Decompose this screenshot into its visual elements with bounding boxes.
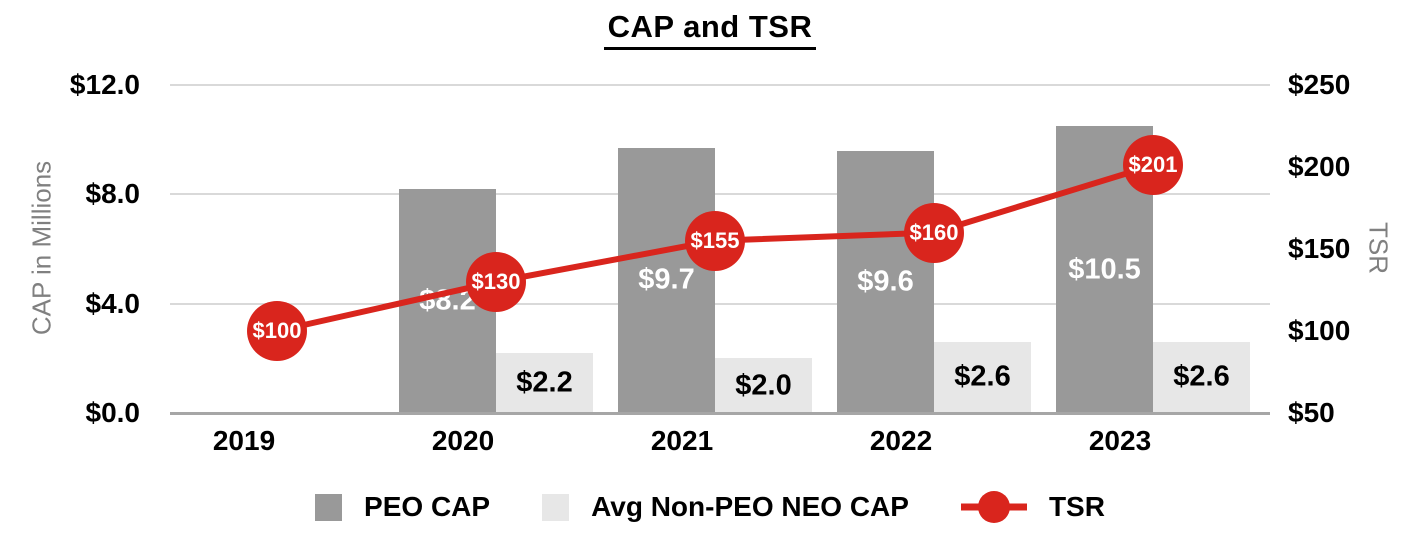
- x-axis-label: 2020: [431, 425, 495, 456]
- y-axis-tick-left: $12.0: [69, 69, 140, 100]
- x-axis-label: 2019: [212, 425, 276, 456]
- x-axis-label: 2023: [1088, 425, 1152, 456]
- chart-title: CAP and TSR: [603, 9, 817, 50]
- tsr-marker-label: $100: [252, 318, 302, 343]
- peo-cap-bar: [837, 150, 934, 413]
- peo-cap-bar: [618, 147, 715, 413]
- avg-non-peo-neo-cap-bar-label: $2.6: [1173, 360, 1230, 393]
- legend-label-peo-cap: PEO CAP: [364, 491, 491, 522]
- legend: PEO CAP Avg Non-PEO NEO CAP TSR: [0, 490, 1420, 524]
- tsr-marker: $201: [1123, 135, 1183, 196]
- y-axis-tick-right: $100: [1288, 315, 1351, 346]
- avg-non-peo-neo-cap-bar: [496, 352, 593, 413]
- avg-non-peo-neo-cap-bar-label: $2.6: [954, 360, 1011, 393]
- tsr-marker-label: $130: [471, 268, 521, 294]
- legend-label-avg-non-peo-neo-cap: Avg Non-PEO NEO CAP: [591, 491, 909, 522]
- avg-non-peo-neo-cap-bar: [934, 341, 1031, 413]
- tsr-marker: $160: [904, 202, 964, 263]
- y-axis-tick-left: $4.0: [85, 287, 141, 319]
- y-axis-tick-right: $250: [1288, 69, 1351, 100]
- avg-non-peo-neo-cap-swatch: [542, 493, 570, 521]
- x-axis-label: 2021: [650, 425, 714, 456]
- tsr-marker-label: $201: [1128, 152, 1178, 178]
- x-axis-label: 2022: [869, 425, 933, 456]
- avg-non-peo-neo-cap-bar-label: $2.2: [516, 366, 573, 399]
- gridline: [170, 84, 1270, 86]
- tsr-marker-label: $160: [909, 219, 959, 245]
- gridline: [170, 193, 1270, 196]
- y-axis-tick-right: $50: [1288, 397, 1335, 428]
- tsr-marker: $100: [247, 301, 307, 361]
- peo-cap-bar-label: $9.7: [638, 263, 695, 296]
- tsr-marker: $155: [685, 210, 745, 271]
- gridline: [170, 302, 1270, 305]
- y-axis-tick-left: $8.0: [85, 178, 141, 210]
- plot-area: $8.2 $9.7 $9.6 $10.5 $2.2 $2.0 $2.6 $2.6 2019 202…: [170, 84, 1270, 456]
- tsr-line-dot-swatch: [960, 491, 1027, 523]
- peo-cap-bar-label: $9.6: [857, 265, 914, 298]
- y-axis-tick-left: $0.0: [85, 397, 141, 428]
- peo-cap-bar-label: $10.5: [1068, 253, 1141, 285]
- avg-non-peo-neo-cap-bar: [715, 358, 812, 413]
- right-axis-title: TSR: [1363, 222, 1394, 274]
- legend-label-tsr: TSR: [1048, 491, 1105, 522]
- legend-item-peo-cap: PEO CAP: [315, 491, 490, 523]
- legend-item-avg-non-peo-neo-cap: Avg Non-PEO NEO CAP: [542, 491, 909, 523]
- y-axis-tick-right: $200: [1288, 151, 1351, 182]
- avg-non-peo-neo-cap-bar-label: $2.0: [735, 369, 792, 402]
- title-row: CAP and TSR: [0, 9, 1420, 50]
- x-axis-line: [170, 412, 1270, 415]
- peo-cap-swatch: [315, 493, 343, 521]
- tsr-marker: $130: [466, 251, 526, 312]
- legend-item-tsr: TSR: [960, 491, 1105, 523]
- tsr-swatch-dot: [977, 491, 1010, 523]
- y-axis-tick-right: $150: [1288, 233, 1351, 264]
- tsr-marker-label: $155: [690, 227, 740, 253]
- avg-non-peo-neo-cap-bar: [1153, 341, 1250, 413]
